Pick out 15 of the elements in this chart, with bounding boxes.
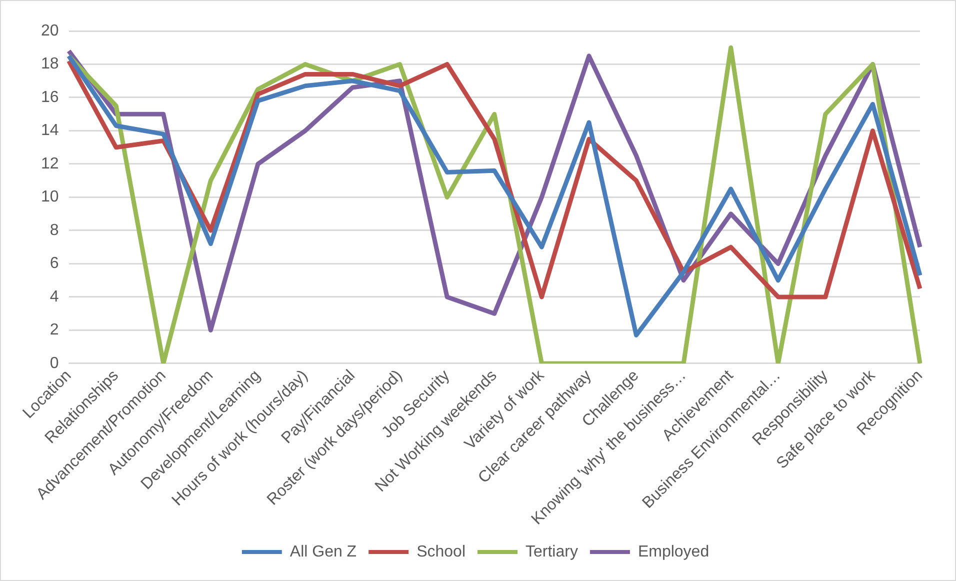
y-tick-label: 6 xyxy=(50,255,59,272)
y-tick-label: 4 xyxy=(50,288,59,306)
y-tick-label: 8 xyxy=(50,222,59,239)
y-tick-label: 0 xyxy=(50,354,59,372)
y-tick-label: 16 xyxy=(41,88,59,106)
y-tick-label: 10 xyxy=(41,188,59,206)
y-tick-label: 2 xyxy=(50,322,59,339)
y-tick-label: 18 xyxy=(41,56,59,73)
legend-label: All Gen Z xyxy=(290,543,357,560)
legend-label: School xyxy=(416,543,466,560)
y-tick-label: 14 xyxy=(41,122,59,140)
y-tick-label: 12 xyxy=(41,155,59,172)
y-tick-label: 20 xyxy=(41,22,59,40)
legend-label: Employed xyxy=(638,543,710,560)
legend-label: Tertiary xyxy=(526,543,578,560)
